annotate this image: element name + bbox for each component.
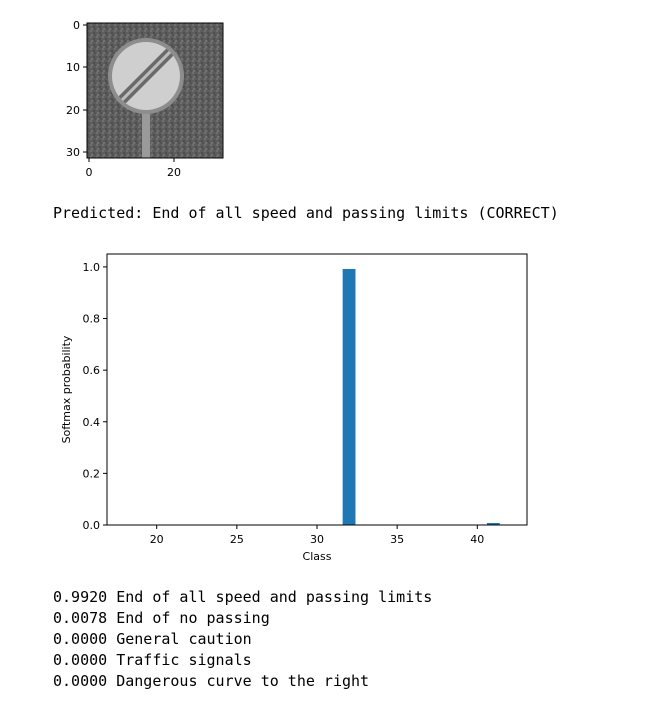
y-axis-label: Softmax probability	[60, 335, 73, 443]
sign-image	[86, 22, 224, 159]
softmax-bar-chart: 0.0 0.2 0.4 0.6 0.8 1.0 20 25 30 35 40 Softmax pr…	[60, 253, 528, 563]
top5-line: 0.9920 End of all speed and passing limi…	[53, 588, 433, 606]
x-axis-label: Class	[303, 550, 332, 563]
y-tick-label: 0.2	[83, 467, 101, 480]
image-x-tick-label: 0	[86, 166, 93, 179]
image-y-ticks	[83, 24, 87, 153]
top5-line: 0.0000 Traffic signals	[53, 651, 252, 669]
chart-frame	[106, 253, 528, 526]
y-tick-label: 0.0	[83, 519, 101, 532]
bar	[342, 268, 356, 525]
x-tick-label: 25	[230, 533, 244, 546]
y-tick-label: 0.4	[83, 416, 101, 429]
x-tick-label: 30	[310, 533, 324, 546]
image-x-ticks	[88, 158, 175, 162]
x-tick-label: 35	[390, 533, 404, 546]
y-tick-label: 0.6	[83, 364, 101, 377]
prediction-text: Predicted: End of all speed and passing …	[53, 204, 559, 222]
top5-line: 0.0000 Dangerous curve to the right	[53, 672, 370, 690]
bar	[486, 522, 500, 525]
y-tick-label: 1.0	[83, 261, 101, 274]
top5-line: 0.0000 General caution	[53, 630, 252, 648]
image-y-tick-label: 10	[66, 61, 80, 74]
image-y-tick-label: 30	[66, 146, 80, 159]
y-tick-label: 0.8	[83, 313, 101, 326]
top5-line: 0.0078 End of no passing	[53, 609, 270, 627]
sign-image-plot: 0 10 20 30 0 20	[66, 19, 224, 179]
image-y-tick-label: 0	[73, 19, 80, 32]
x-tick-label: 40	[470, 533, 484, 546]
image-x-tick-label: 20	[167, 166, 181, 179]
x-tick-label: 20	[150, 533, 164, 546]
image-y-tick-label: 20	[66, 104, 80, 117]
